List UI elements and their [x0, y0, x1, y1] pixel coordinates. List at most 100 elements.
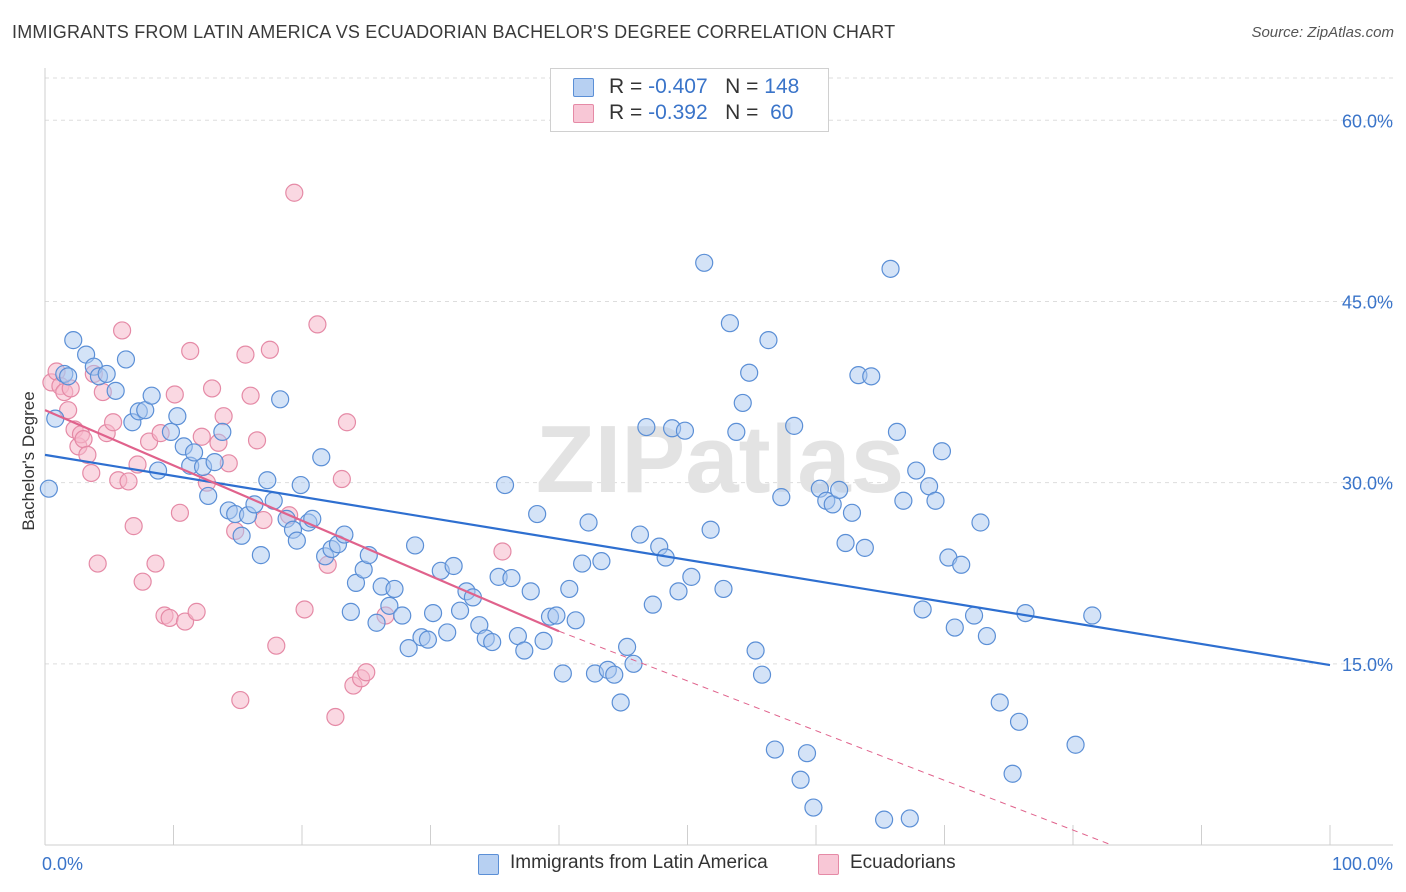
y-tick-label: 60.0% [1342, 111, 1393, 131]
point-latin-america [341, 602, 360, 621]
point-ecuadorians [119, 472, 138, 491]
point-latin-america [765, 740, 784, 759]
point-latin-america [393, 606, 412, 625]
point-ecuadorians [247, 431, 267, 450]
point-latin-america [772, 488, 791, 507]
point-ecuadorians [82, 463, 101, 483]
point-latin-america [945, 618, 964, 637]
point-ecuadorians [267, 636, 286, 655]
point-latin-america [1009, 712, 1029, 731]
point-latin-america [785, 416, 804, 435]
legend-n-label: N = [725, 101, 759, 124]
y-tick-label: 30.0% [1342, 474, 1393, 494]
point-latin-america [990, 693, 1009, 712]
bottom-legend-label: Immigrants from Latin America [510, 852, 768, 873]
point-latin-america [213, 422, 232, 442]
point-ecuadorians [231, 690, 250, 710]
point-latin-america [907, 461, 926, 480]
point-latin-america [521, 582, 540, 601]
point-latin-america [1003, 764, 1022, 783]
trend-line-ecuadorians [44, 409, 560, 633]
point-latin-america [367, 613, 386, 632]
point-ecuadorians [124, 517, 143, 536]
point-latin-america [573, 554, 592, 573]
point-latin-america [199, 486, 218, 506]
gridlines [45, 77, 1393, 665]
point-ecuadorians [192, 427, 211, 446]
point-ecuadorians [181, 341, 200, 361]
point-ecuadorians [308, 315, 327, 334]
point-latin-america [592, 552, 611, 571]
point-latin-america [759, 331, 778, 350]
watermark: ZIPatlas [536, 406, 904, 513]
point-ecuadorians [133, 572, 152, 591]
point-ecuadorians [74, 430, 93, 449]
point-latin-america [418, 630, 438, 649]
point-latin-america [637, 417, 656, 437]
point-ecuadorians [241, 386, 260, 405]
point-latin-america [605, 665, 624, 684]
axis-labels: 15.0% 30.0% 45.0% 60.0% 0.0% 100.0% Bachelor's… [19, 111, 1393, 874]
point-latin-america [836, 533, 855, 553]
point-ecuadorians [260, 340, 279, 359]
point-latin-america [515, 641, 534, 660]
point-latin-america [791, 770, 810, 789]
point-latin-america [39, 479, 58, 498]
point-latin-america [560, 579, 579, 599]
point-latin-america [926, 491, 945, 510]
point-ecuadorians [332, 469, 351, 489]
point-latin-america [534, 631, 553, 650]
point-latin-america [438, 623, 457, 642]
point-latin-america [630, 525, 650, 544]
point-latin-america [232, 526, 251, 545]
legend-swatch-blue [573, 78, 594, 97]
point-latin-america [952, 555, 971, 574]
point-latin-america [444, 556, 463, 576]
point-latin-america [894, 491, 913, 510]
axes [44, 68, 1393, 846]
y-tick-label: 45.0% [1342, 292, 1393, 312]
point-latin-america [423, 603, 443, 623]
point-latin-america [64, 331, 83, 350]
point-latin-america [887, 422, 907, 442]
point-latin-america [881, 259, 900, 278]
point-latin-america [669, 582, 688, 601]
y-tick-label: 15.0% [1342, 655, 1393, 675]
point-latin-america [291, 475, 310, 495]
point-latin-america [701, 520, 720, 539]
trend-lines [44, 409, 1331, 846]
legend-r-value: -0.407 [648, 75, 708, 98]
point-ecuadorians [493, 542, 512, 561]
series-ecuadorians-points [42, 183, 512, 727]
trend-line-latin-america [44, 453, 1331, 667]
point-latin-america [271, 390, 290, 409]
point-latin-america [566, 611, 585, 630]
point-latin-america [932, 442, 952, 461]
point-latin-america [553, 664, 572, 683]
point-ecuadorians [236, 345, 255, 364]
legend-r-label: R = [609, 101, 643, 124]
point-latin-america [714, 579, 733, 599]
point-ecuadorians [88, 554, 107, 573]
x-tick-label-min: 0.0% [42, 854, 83, 874]
point-latin-america [797, 744, 817, 763]
point-latin-america [287, 531, 306, 550]
source-label: Source: ZipAtlas.com [1251, 24, 1394, 41]
point-latin-america [579, 513, 598, 532]
point-latin-america [733, 393, 752, 413]
point-latin-america [862, 367, 881, 386]
point-latin-america [675, 421, 695, 440]
point-latin-america [618, 637, 637, 657]
point-latin-america [855, 538, 874, 557]
series-latin-america-points [39, 253, 1102, 829]
point-latin-america [1016, 603, 1035, 623]
point-latin-america [59, 367, 78, 386]
point-latin-america [399, 639, 418, 658]
point-latin-america [148, 461, 168, 480]
point-latin-america [971, 513, 990, 532]
point-ecuadorians [285, 183, 304, 202]
point-latin-america [720, 314, 740, 333]
point-latin-america [611, 693, 630, 712]
legend-n-value: 60 [770, 101, 794, 124]
